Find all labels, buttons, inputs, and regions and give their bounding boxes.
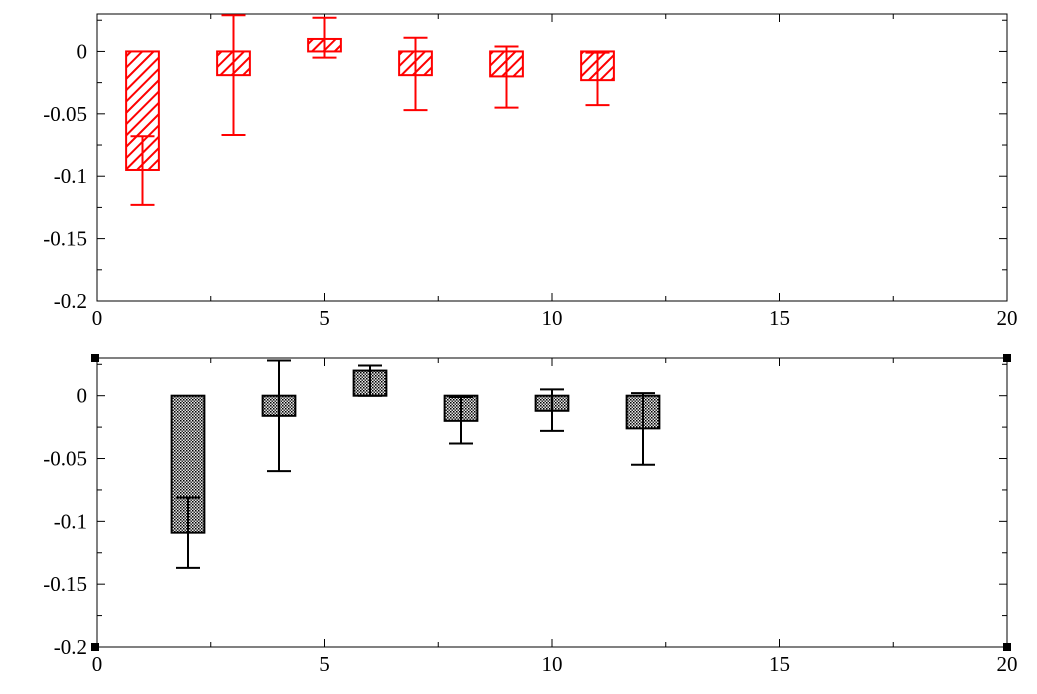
x-tick-label: 5 <box>319 306 330 330</box>
bottom-chart-panel: 0 5 10 15 20 0 -0.05 -0.1 -0.15 -0.2 <box>43 357 1018 676</box>
x-tick-label: 20 <box>997 306 1018 330</box>
selection-handle-bottom-right[interactable] <box>1003 643 1011 651</box>
x-tick-label: 15 <box>769 652 790 676</box>
y-tick-label: 0 <box>77 39 88 63</box>
x-tick-label: 10 <box>542 652 563 676</box>
x-tick-label: 0 <box>92 652 103 676</box>
x-tick-label: 5 <box>319 652 330 676</box>
selection-handles <box>91 354 1011 651</box>
x-tick-label: 0 <box>92 306 103 330</box>
top-chart-panel: 0 5 10 15 20 0 -0.05 -0.1 -0.15 -0.2 <box>43 13 1018 330</box>
selection-handle-top-right[interactable] <box>1003 354 1011 362</box>
x-tick-label: 15 <box>769 306 790 330</box>
selection-handle-bottom-left[interactable] <box>91 643 99 651</box>
x-tick-label: 10 <box>542 306 563 330</box>
selection-handle-top-left[interactable] <box>91 354 99 362</box>
y-tick-label: -0.2 <box>54 635 87 659</box>
y-tick-label: 0 <box>77 384 88 408</box>
y-tick-label: -0.1 <box>54 509 87 533</box>
y-tick-label: -0.05 <box>43 102 87 126</box>
y-tick-label: -0.05 <box>43 447 87 471</box>
y-tick-label: -0.15 <box>43 572 87 596</box>
y-tick-label: -0.2 <box>54 289 87 313</box>
y-tick-label: -0.15 <box>43 227 87 251</box>
x-tick-label: 20 <box>997 652 1018 676</box>
y-tick-label: -0.1 <box>54 164 87 188</box>
